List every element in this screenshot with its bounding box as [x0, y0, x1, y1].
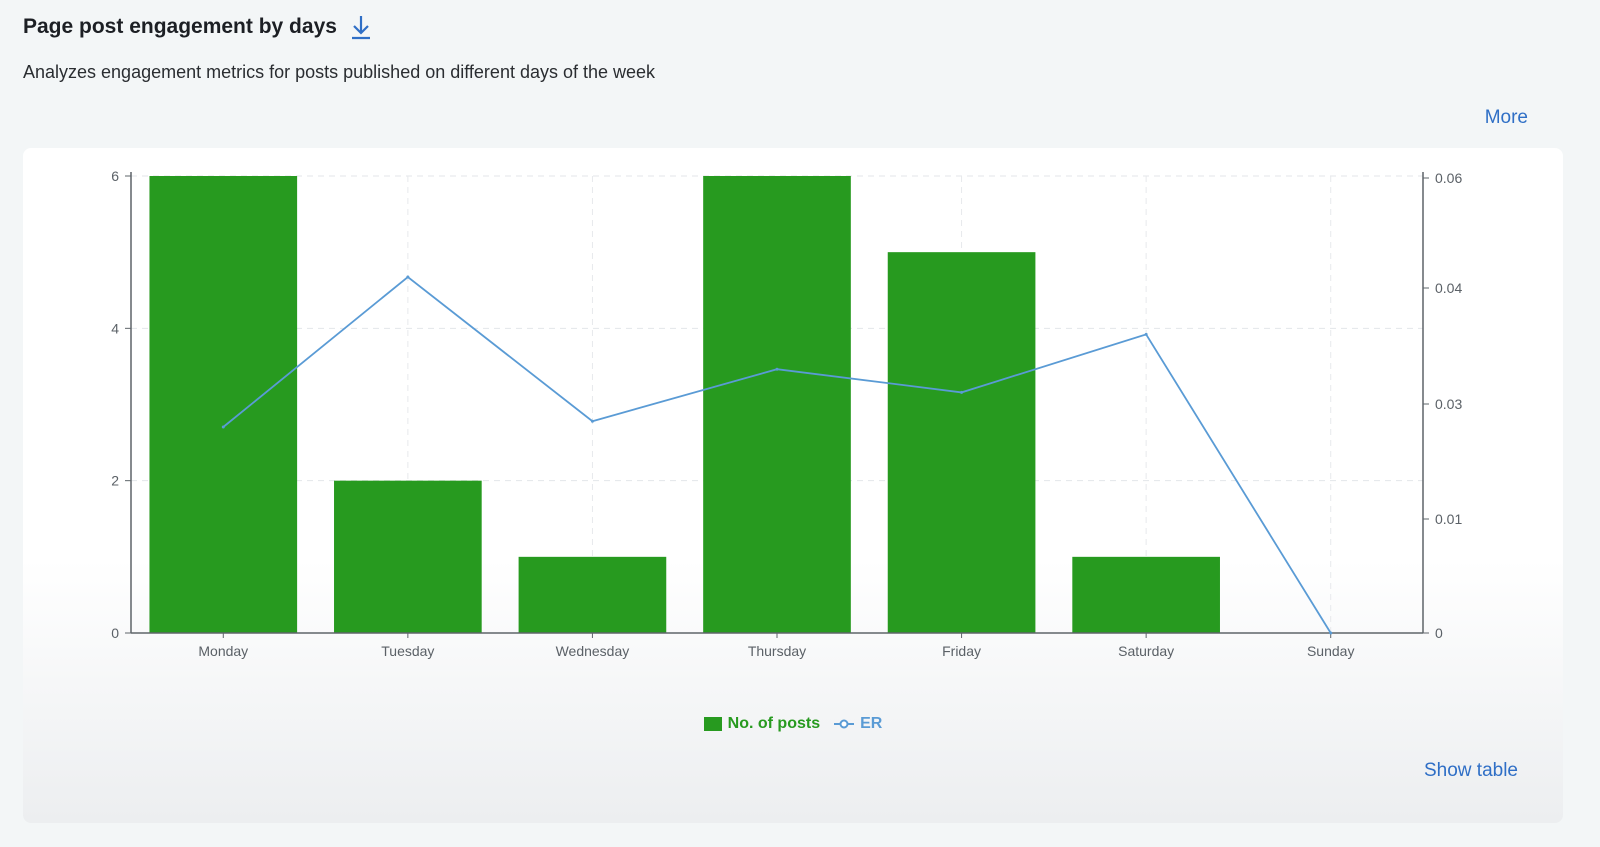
er-point-wednesday: [590, 419, 594, 423]
x-tick-label: Monday: [198, 643, 248, 659]
page-title: Page post engagement by days: [23, 15, 337, 38]
legend-er-label: ER: [860, 715, 883, 732]
legend-posts-label: No. of posts: [727, 715, 821, 732]
page-subtitle: Analyzes engagement metrics for posts pu…: [23, 62, 656, 82]
er-point-monday: [221, 425, 225, 429]
bar-friday: [887, 252, 1036, 633]
x-tick-label: Wednesday: [556, 643, 630, 659]
bar-wednesday: [518, 556, 667, 633]
chart-card: 0 2 4 6 0 0.01 0.03 0.04 0.06 Monday Tuesday Wednes…: [23, 148, 1563, 823]
er-point-saturday: [1144, 332, 1148, 336]
y-right-tick-label: 0.04: [1435, 280, 1462, 296]
er-point-thursday: [775, 367, 779, 371]
y-left-tick-label: 0: [111, 625, 119, 641]
legend-item-er[interactable]: ER: [834, 715, 882, 733]
legend-line-marker-icon: [834, 719, 855, 729]
show-table-link[interactable]: Show table: [1423, 760, 1518, 781]
y-left-tick-label: 4: [111, 320, 119, 336]
x-tick-label: Saturday: [1118, 643, 1174, 659]
y-right-tick-label: 0: [1435, 625, 1443, 641]
y-right-tick-label: 0.01: [1435, 511, 1462, 527]
bar-thursday: [703, 176, 851, 633]
legend-item-posts[interactable]: No. of posts: [703, 715, 821, 733]
y-left-tick-label: 6: [111, 168, 119, 184]
chart-svg: 0 2 4 6 0 0.01 0.03 0.04 0.06 Monday Tuesday Wednes…: [111, 168, 1462, 659]
bar-saturday: [1072, 556, 1220, 633]
er-point-friday: [960, 390, 964, 394]
x-tick-label: Thursday: [748, 643, 806, 659]
legend-bar-swatch: [703, 717, 722, 731]
er-point-sunday: [1329, 631, 1333, 635]
title-row: Page post engagement by days: [23, 12, 1580, 42]
x-tick-label: Tuesday: [381, 643, 434, 659]
y-left-tick-label: 2: [111, 473, 119, 489]
x-tick-label: Sunday: [1307, 643, 1354, 659]
chart-legend: No. of posts ER: [23, 715, 1563, 733]
y-right-tick-label: 0.06: [1435, 170, 1462, 186]
er-point-tuesday: [406, 275, 410, 279]
download-icon[interactable]: [349, 14, 373, 40]
more-link[interactable]: More: [1484, 107, 1528, 128]
x-tick-label: Friday: [942, 643, 981, 659]
chart-header: Page post engagement by days Analyzes en…: [23, 12, 1580, 82]
bar-monday: [149, 176, 298, 633]
bar-tuesday: [334, 480, 482, 633]
y-right-tick-label: 0.03: [1435, 396, 1462, 412]
